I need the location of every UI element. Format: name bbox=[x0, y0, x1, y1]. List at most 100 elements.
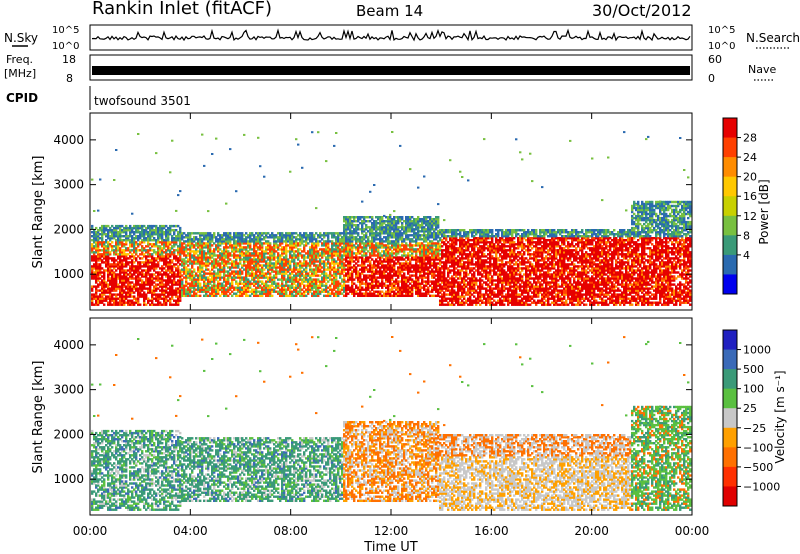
power-cell bbox=[227, 286, 230, 289]
power-cell bbox=[91, 271, 94, 274]
power-cell bbox=[131, 261, 134, 264]
power-cell bbox=[215, 292, 218, 295]
power-cell bbox=[119, 269, 122, 272]
power-cell bbox=[129, 257, 132, 260]
power-cell bbox=[235, 250, 238, 253]
power-cell bbox=[171, 247, 174, 250]
power-cell bbox=[179, 269, 182, 272]
power-cell bbox=[149, 259, 152, 262]
power-cell bbox=[169, 281, 172, 284]
power-cell bbox=[217, 274, 220, 277]
power-cell bbox=[185, 254, 188, 257]
power-cell bbox=[229, 266, 232, 269]
power-cell bbox=[153, 243, 156, 246]
power-cell bbox=[145, 239, 148, 242]
power-cell bbox=[201, 248, 204, 251]
power-cell bbox=[185, 248, 188, 251]
power-cell bbox=[131, 249, 134, 252]
power-cell bbox=[169, 253, 172, 256]
power-cell bbox=[95, 259, 98, 262]
power-cell bbox=[257, 286, 260, 289]
power-cell bbox=[105, 224, 108, 228]
power-cell bbox=[239, 244, 242, 247]
power-cell bbox=[181, 236, 184, 239]
power-cell bbox=[139, 295, 142, 298]
power-cell bbox=[203, 252, 206, 255]
power-cell bbox=[155, 224, 158, 228]
power-cell bbox=[159, 301, 162, 304]
power-cell bbox=[205, 264, 208, 267]
power-cell bbox=[245, 254, 248, 257]
power-cell bbox=[187, 264, 190, 267]
power-cell bbox=[219, 288, 222, 291]
power-cell bbox=[235, 240, 238, 243]
power-cell bbox=[257, 232, 260, 235]
power-cell bbox=[115, 235, 118, 238]
power-cell bbox=[255, 288, 258, 291]
power-cell bbox=[97, 249, 100, 252]
power-cell bbox=[257, 240, 260, 243]
power-cell bbox=[131, 291, 134, 294]
power-cell bbox=[151, 299, 154, 302]
power-cell bbox=[99, 253, 102, 256]
power-cell bbox=[105, 235, 108, 238]
power-cell bbox=[199, 266, 202, 269]
power-cell bbox=[141, 293, 144, 296]
power-cell bbox=[159, 303, 162, 306]
power-cell bbox=[165, 237, 168, 240]
power-cell bbox=[151, 261, 154, 264]
power-cell bbox=[125, 291, 128, 294]
power-cell bbox=[257, 266, 260, 269]
power-cell bbox=[99, 289, 102, 292]
power-cell bbox=[107, 275, 110, 278]
power-cell bbox=[239, 278, 242, 281]
power-cell bbox=[235, 280, 238, 283]
power-cell bbox=[177, 247, 180, 250]
power-cell bbox=[199, 234, 202, 237]
power-cell bbox=[121, 265, 124, 268]
power-cell bbox=[213, 280, 216, 283]
power-cell bbox=[223, 246, 226, 249]
power-cell bbox=[249, 262, 252, 265]
power-cell bbox=[221, 250, 224, 253]
power-cell bbox=[255, 254, 258, 257]
power-cell bbox=[255, 264, 258, 267]
power-cell bbox=[257, 136, 260, 139]
power-cell bbox=[231, 276, 234, 279]
power-cell bbox=[191, 264, 194, 267]
power-cell bbox=[189, 232, 192, 235]
power-cell bbox=[255, 292, 258, 295]
power-cell bbox=[127, 277, 130, 280]
cpid-value: twofsound 3501 bbox=[94, 94, 191, 108]
power-cell bbox=[111, 263, 114, 266]
power-cell bbox=[187, 258, 190, 261]
power-cell bbox=[123, 235, 126, 238]
power-cell bbox=[247, 282, 250, 285]
power-cell bbox=[179, 251, 182, 254]
power-cell bbox=[251, 266, 254, 269]
power-cell bbox=[115, 241, 118, 244]
power-cell bbox=[257, 268, 260, 271]
power-cell bbox=[179, 231, 182, 234]
power-cell bbox=[145, 277, 148, 280]
power-cell bbox=[187, 234, 190, 237]
power-cell bbox=[223, 268, 226, 271]
power-cell bbox=[261, 292, 264, 295]
power-cell bbox=[257, 278, 260, 281]
power-cell bbox=[181, 242, 184, 245]
power-cell bbox=[161, 265, 164, 268]
power-cell bbox=[233, 238, 236, 241]
power-cell bbox=[247, 294, 250, 298]
power-cell bbox=[147, 261, 150, 264]
power-cell bbox=[235, 258, 238, 261]
freq-unit-label: [MHz] bbox=[4, 67, 36, 80]
power-cell bbox=[231, 294, 234, 298]
power-cell bbox=[213, 232, 216, 235]
power-cell bbox=[175, 291, 178, 294]
power-cell bbox=[213, 262, 216, 265]
power-cell bbox=[221, 266, 224, 269]
power-cell bbox=[91, 285, 94, 288]
power-cell bbox=[183, 246, 186, 249]
power-cell bbox=[171, 287, 174, 290]
power-cell bbox=[167, 267, 170, 270]
